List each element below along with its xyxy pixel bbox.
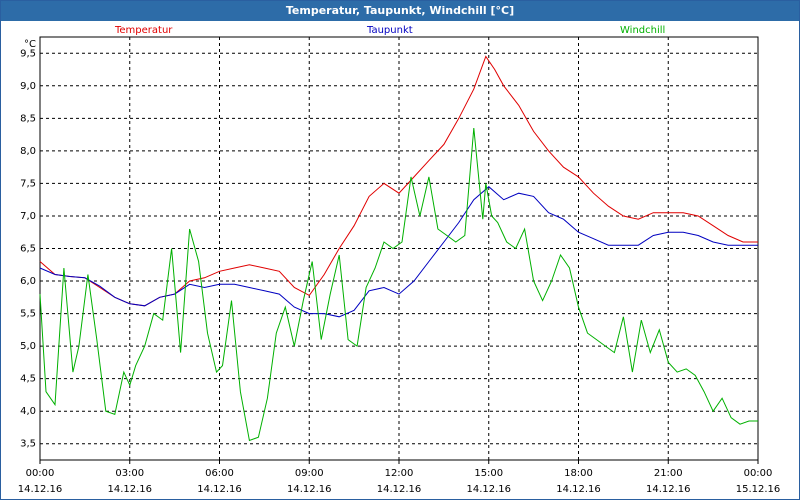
x-tick-time: 03:00 (115, 468, 144, 479)
x-tick-date: 14.12.16 (107, 484, 152, 495)
x-tick-date: 14.12.16 (377, 484, 422, 495)
y-tick-label: 5,0 (20, 341, 36, 352)
y-tick-label: 6,0 (20, 276, 36, 287)
y-tick-label: 6,5 (20, 244, 36, 255)
series-line-taupunkt (39, 186, 758, 318)
y-tick-label: 5,5 (20, 309, 36, 320)
y-tick-label: 9,5 (20, 48, 36, 59)
y-tick-label: 4,0 (20, 406, 36, 417)
x-tick-date: 14.12.16 (18, 484, 63, 495)
y-tick-label: 7,0 (20, 211, 36, 222)
x-tick-date: 15.12.16 (736, 484, 781, 495)
window-title: Temperatur, Taupunkt, Windchill [°C] (1, 1, 799, 21)
y-axis-unit: °C (24, 39, 36, 50)
legend-temperatur: Temperatur (115, 25, 173, 36)
x-tick-time: 00:00 (26, 468, 55, 479)
y-tick-label: 7,5 (20, 178, 36, 189)
x-tick-time: 18:00 (564, 468, 593, 479)
y-tick-label: 3,5 (20, 439, 36, 450)
series-line-windchill (39, 128, 758, 442)
x-tick-time: 12:00 (385, 468, 414, 479)
x-tick-date: 14.12.16 (197, 484, 242, 495)
x-tick-date: 14.12.16 (556, 484, 601, 495)
legend-windchill: Windchill (620, 25, 666, 36)
x-tick-date: 14.12.16 (466, 484, 511, 495)
x-tick-time: 15:00 (474, 468, 503, 479)
x-tick-date: 14.12.16 (646, 484, 691, 495)
x-tick-time: 00:00 (744, 468, 773, 479)
y-tick-label: 9,0 (20, 81, 36, 92)
x-tick-time: 21:00 (654, 468, 683, 479)
y-tick-label: 8,5 (20, 113, 36, 124)
y-tick-label: 4,5 (20, 374, 36, 385)
x-tick-date: 14.12.16 (287, 484, 332, 495)
x-tick-time: 09:00 (295, 468, 324, 479)
legend-taupunkt: Taupunkt (367, 25, 413, 36)
y-tick-label: 8,0 (20, 146, 36, 157)
x-tick-time: 06:00 (205, 468, 234, 479)
